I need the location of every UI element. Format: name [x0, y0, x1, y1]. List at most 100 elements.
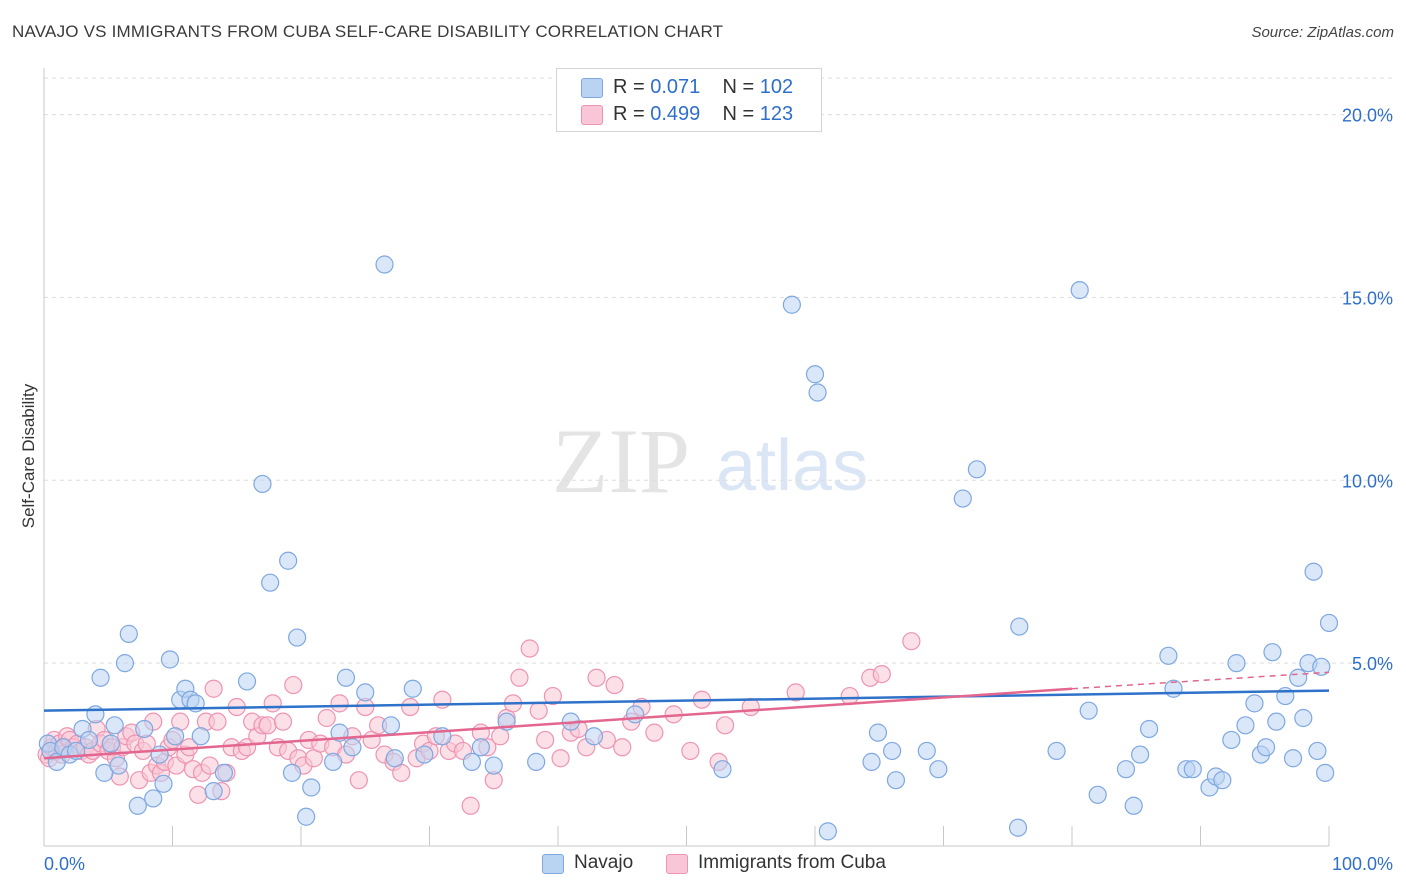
- navajo-point: [343, 738, 362, 757]
- navajo-point: [282, 763, 302, 782]
- cuba-point: [510, 668, 529, 687]
- navajo-point: [882, 741, 902, 761]
- cuba-point: [543, 686, 562, 706]
- tick-labels: 5.0% 10.0% 15.0% 20.0% 0.0% 100.0%: [44, 106, 1393, 874]
- cuba-point: [189, 785, 208, 804]
- navajo-point: [1079, 701, 1098, 720]
- navajo-point: [1010, 617, 1029, 636]
- navajo-point: [297, 807, 316, 826]
- navajo-point: [375, 255, 394, 274]
- navajo-point: [1267, 712, 1286, 731]
- navajo-point: [261, 573, 280, 592]
- navajo-point: [385, 749, 404, 768]
- navajo-point: [105, 716, 124, 735]
- cuba-point: [258, 716, 277, 735]
- navajo-point: [1131, 745, 1150, 764]
- navajo-point: [929, 760, 948, 779]
- legend-n-value-navajo: 102: [759, 76, 794, 98]
- legend-n-label: N =: [722, 103, 755, 125]
- cuba-point: [840, 686, 859, 706]
- navajo-point: [1088, 785, 1107, 804]
- cuba-point: [349, 771, 368, 790]
- navajo-point: [1124, 796, 1143, 815]
- navajo-point: [302, 778, 321, 797]
- navajo-point: [403, 679, 422, 698]
- navajo-point: [165, 727, 185, 746]
- cuba-point: [317, 708, 336, 728]
- legend-r-label: R =: [613, 76, 645, 98]
- cuba-point: [681, 741, 700, 761]
- cuba-point: [529, 701, 548, 720]
- y-tick-label: 15.0%: [1342, 288, 1393, 308]
- navajo-point: [91, 668, 110, 687]
- navajo-swatch: [581, 78, 603, 98]
- navajo-point: [818, 822, 837, 841]
- navajo-point: [115, 654, 135, 673]
- cuba-point: [273, 712, 293, 731]
- navajo-point: [154, 774, 173, 793]
- navajo-point: [1227, 654, 1246, 673]
- navajo-point: [101, 734, 120, 753]
- cuba-point: [200, 756, 219, 775]
- navajo-point: [1070, 281, 1089, 300]
- navajo-point: [128, 796, 147, 815]
- legend-r-value-navajo: 0.071: [650, 76, 701, 98]
- navajo-point: [1294, 708, 1313, 728]
- gridlines: [44, 77, 1392, 664]
- navajo-point: [109, 756, 128, 775]
- navajo-point: [527, 752, 546, 771]
- y-tick-label: 20.0%: [1342, 106, 1393, 126]
- navajo-point: [1304, 562, 1323, 581]
- navajo-point: [1183, 760, 1202, 779]
- navajo-point: [381, 716, 401, 735]
- cuba-point: [208, 712, 227, 731]
- navajo-point: [462, 752, 482, 771]
- navajo-point: [1047, 741, 1066, 761]
- cuba-point: [587, 668, 606, 687]
- navajo-point: [886, 771, 906, 790]
- cuba-point: [605, 675, 624, 695]
- cuba-trend-line: [43, 687, 1073, 760]
- navajo-point: [1263, 643, 1282, 662]
- cuba-point: [263, 694, 282, 713]
- navajo-point: [79, 730, 99, 750]
- watermark: ZIP atlas: [552, 410, 868, 512]
- navajo-point: [484, 756, 503, 775]
- cuba-point: [613, 738, 632, 757]
- navajo-point: [1316, 763, 1335, 782]
- navajo-point: [1159, 646, 1178, 665]
- axes: [43, 68, 1330, 847]
- navajo-point: [1116, 760, 1136, 779]
- navajo-point: [862, 752, 881, 771]
- x-tick-label: 100.0%: [1332, 854, 1393, 874]
- cuba-point: [902, 632, 921, 651]
- navajo-point: [160, 650, 180, 669]
- y-axis-label: Self-Care Disability: [19, 383, 38, 528]
- x-tick-label: 0.0%: [44, 854, 85, 874]
- navajo-point: [1283, 749, 1303, 768]
- navajo-point: [713, 760, 732, 779]
- legend-n-label: N =: [722, 76, 755, 98]
- trend-lines: [43, 671, 1330, 760]
- legend-r-value-cuba: 0.499: [650, 103, 701, 125]
- legend-r-label: R =: [613, 103, 645, 125]
- stats-legend: R = 0.071 N = 102 R = 0.499 N = 123: [556, 68, 822, 132]
- navajo-point: [1236, 716, 1255, 735]
- navajo-point: [204, 782, 223, 801]
- navajo-trend-line: [43, 689, 1330, 712]
- navajo-point: [1289, 668, 1308, 687]
- navajo-point: [1319, 613, 1339, 633]
- navajo-point: [336, 668, 356, 687]
- navajo-point: [150, 745, 169, 764]
- navajo-point: [1008, 818, 1028, 837]
- cuba-point: [520, 639, 539, 658]
- navajo-point: [356, 683, 375, 702]
- legend-label-cuba: Immigrants from Cuba: [698, 852, 886, 873]
- chart-source: Source: ZipAtlas.com: [1251, 24, 1394, 41]
- navajo-point: [1312, 657, 1331, 676]
- navajo-point: [917, 741, 936, 761]
- navajo-point: [1308, 741, 1327, 761]
- navajo-point: [324, 752, 343, 771]
- watermark-atlas: atlas: [716, 426, 868, 506]
